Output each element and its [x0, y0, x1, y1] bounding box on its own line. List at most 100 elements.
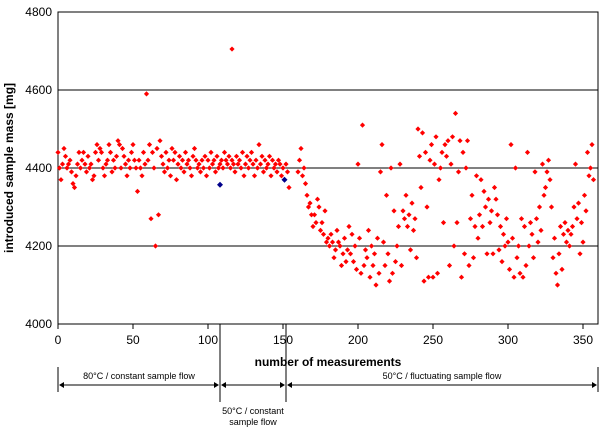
data-point	[569, 223, 576, 230]
data-point	[560, 231, 567, 237]
data-point	[553, 270, 559, 276]
annotation-label: 80°C / constant sample flow	[83, 371, 195, 381]
data-point	[232, 169, 238, 175]
data-point	[562, 220, 568, 226]
data-point	[334, 227, 340, 233]
data-point	[253, 157, 259, 163]
data-point	[148, 216, 154, 222]
data-point	[137, 165, 144, 171]
data-point	[494, 212, 501, 218]
data-point	[416, 153, 423, 159]
data-point	[76, 149, 82, 155]
data-point	[436, 177, 442, 183]
data-point	[110, 157, 117, 163]
data-point	[341, 235, 348, 241]
data-point	[509, 235, 516, 241]
data-point	[433, 134, 439, 140]
x-tick-label: 350	[573, 333, 593, 347]
data-point	[71, 184, 78, 191]
axes	[57, 11, 599, 329]
data-point	[122, 161, 129, 167]
data-point	[160, 161, 166, 167]
data-point	[179, 157, 186, 163]
data-point	[478, 177, 484, 183]
data-point	[181, 169, 187, 175]
data-point	[272, 161, 279, 167]
data-point	[310, 223, 316, 230]
data-point	[467, 216, 474, 222]
data-point	[283, 161, 289, 167]
data-point	[128, 149, 135, 155]
data-point	[380, 239, 387, 245]
data-point	[497, 223, 504, 230]
data-point	[241, 173, 247, 179]
data-point	[115, 138, 121, 144]
data-point	[548, 204, 555, 210]
data-point	[206, 165, 213, 171]
data-point	[173, 177, 180, 183]
y-axis-title: introduced sample mass [mg]	[2, 83, 16, 253]
data-point	[143, 91, 150, 97]
y-tick-label: 4800	[25, 5, 52, 19]
data-point	[434, 270, 441, 276]
data-point	[107, 149, 114, 155]
data-point	[199, 157, 205, 163]
data-point	[221, 149, 228, 155]
data-point	[577, 251, 583, 257]
data-point	[86, 165, 93, 171]
data-point	[554, 282, 561, 288]
data-point	[502, 243, 508, 249]
data-point	[370, 262, 376, 269]
data-point	[349, 231, 355, 237]
data-point	[280, 165, 286, 171]
data-point	[229, 157, 235, 163]
data-point	[106, 142, 112, 148]
data-point	[92, 149, 99, 155]
data-point	[514, 255, 520, 261]
data-point	[166, 157, 172, 163]
data-point	[590, 177, 597, 183]
data-point	[262, 157, 268, 163]
data-point	[61, 145, 67, 152]
data-point	[427, 157, 433, 163]
data-point	[490, 251, 496, 257]
data-point	[376, 270, 382, 276]
arrow-head	[280, 382, 285, 388]
data-point	[586, 173, 592, 179]
data-point	[448, 161, 454, 167]
data-point	[242, 161, 249, 167]
data-point	[385, 251, 391, 257]
data-point	[214, 153, 220, 159]
data-point	[212, 169, 219, 175]
data-point	[337, 243, 343, 249]
data-point	[188, 173, 195, 179]
data-point	[578, 220, 585, 226]
data-point	[482, 204, 489, 210]
data-point	[244, 153, 250, 159]
data-point	[424, 204, 430, 210]
data-point	[227, 165, 234, 171]
data-point	[332, 247, 339, 253]
data-point	[233, 153, 240, 159]
data-point	[317, 227, 324, 233]
data-point	[496, 247, 502, 253]
data-point	[230, 161, 237, 167]
data-point	[257, 161, 264, 167]
data-point	[67, 157, 73, 163]
data-point	[154, 145, 160, 152]
data-point	[572, 161, 579, 167]
data-point	[565, 227, 571, 233]
data-point	[491, 184, 498, 191]
data-point	[70, 181, 76, 187]
data-point	[365, 227, 372, 233]
data-point	[367, 274, 373, 280]
data-point	[581, 192, 588, 198]
data-point	[403, 192, 409, 198]
data-point	[250, 161, 256, 167]
data-point	[80, 149, 87, 155]
data-point	[506, 266, 513, 272]
data-point	[368, 243, 375, 249]
arrow-head	[592, 382, 597, 388]
data-point	[175, 161, 181, 167]
